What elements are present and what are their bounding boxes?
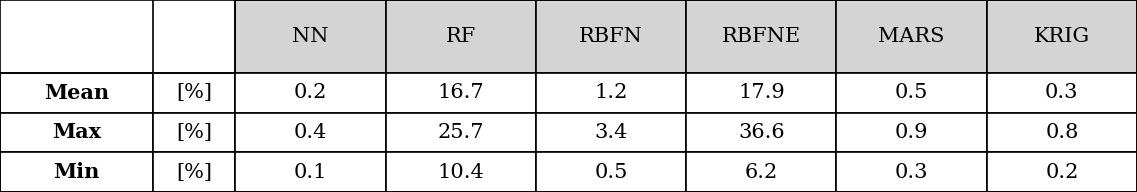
Text: 17.9: 17.9 (738, 83, 785, 102)
Bar (687, 152, 837, 192)
Bar (235, 113, 385, 152)
Text: 3.4: 3.4 (595, 123, 628, 142)
Bar (0, 152, 153, 192)
Bar (536, 73, 687, 113)
Text: 0.4: 0.4 (293, 123, 327, 142)
Bar (536, 152, 687, 192)
Bar (987, 152, 1137, 192)
Bar (837, 73, 987, 113)
Bar (0, 73, 153, 113)
Text: 0.8: 0.8 (1045, 123, 1079, 142)
Bar (235, 0, 385, 73)
Text: 0.3: 0.3 (1045, 83, 1079, 102)
Bar (536, 113, 687, 152)
Bar (0, 113, 153, 152)
Text: 0.5: 0.5 (595, 163, 628, 182)
Bar (987, 73, 1137, 113)
Text: [%]: [%] (176, 123, 213, 142)
Bar (385, 0, 536, 73)
Text: RBFNE: RBFNE (722, 27, 800, 46)
Bar (0, 0, 235, 73)
Text: 6.2: 6.2 (745, 163, 778, 182)
Bar (536, 0, 687, 73)
Text: Max: Max (52, 122, 101, 142)
Text: 10.4: 10.4 (438, 163, 484, 182)
Text: 1.2: 1.2 (595, 83, 628, 102)
Bar (687, 0, 837, 73)
Text: 0.5: 0.5 (895, 83, 928, 102)
Text: KRIG: KRIG (1034, 27, 1090, 46)
Text: 0.3: 0.3 (895, 163, 928, 182)
Bar (153, 73, 235, 113)
Bar (385, 73, 536, 113)
Text: 0.2: 0.2 (1045, 163, 1079, 182)
Bar (987, 0, 1137, 73)
Text: Min: Min (53, 162, 100, 182)
Text: 25.7: 25.7 (438, 123, 484, 142)
Text: NN: NN (292, 27, 329, 46)
Text: 36.6: 36.6 (738, 123, 785, 142)
Text: RF: RF (446, 27, 476, 46)
Bar (837, 113, 987, 152)
Bar (837, 0, 987, 73)
Bar (987, 113, 1137, 152)
Bar (837, 152, 987, 192)
Bar (153, 113, 235, 152)
Bar (153, 152, 235, 192)
Text: 0.2: 0.2 (293, 83, 327, 102)
Text: [%]: [%] (176, 83, 213, 102)
Bar (385, 113, 536, 152)
Bar (235, 73, 385, 113)
Text: 16.7: 16.7 (438, 83, 484, 102)
Bar (235, 152, 385, 192)
Text: MARS: MARS (879, 27, 945, 46)
Bar (687, 73, 837, 113)
Bar (385, 152, 536, 192)
Bar (687, 113, 837, 152)
Text: 0.9: 0.9 (895, 123, 928, 142)
Text: [%]: [%] (176, 163, 213, 182)
Text: RBFN: RBFN (579, 27, 644, 46)
Text: Mean: Mean (44, 83, 109, 103)
Text: 0.1: 0.1 (293, 163, 327, 182)
